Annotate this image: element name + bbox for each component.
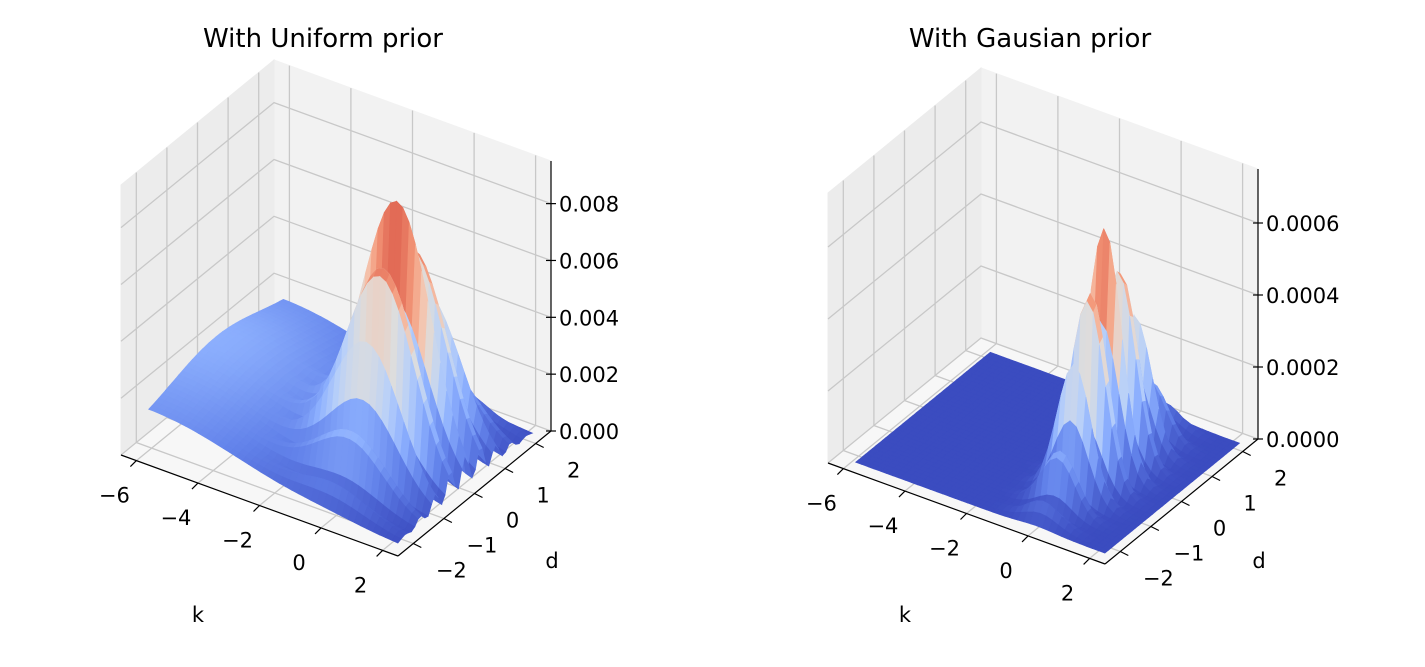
y-tick-mark [1211, 475, 1221, 482]
x-tick-label: −6 [99, 484, 130, 508]
x-tick-label: −4 [160, 506, 191, 530]
grid-line-z [120, 272, 552, 399]
x-tick-label: 0 [999, 559, 1012, 583]
grid-line-z [120, 215, 552, 342]
y-tick-label: 1 [536, 484, 549, 508]
z-tick-label: 0.0006 [1266, 212, 1339, 236]
z-tick-label: 0.004 [559, 306, 619, 330]
x-tick-mark [314, 527, 322, 535]
surface-face [1098, 547, 1109, 554]
surface-mesh [148, 200, 534, 544]
y-tick-mark [504, 467, 514, 474]
x-tick-label: 2 [354, 573, 367, 597]
x-tick-label: 2 [1061, 581, 1074, 605]
y-tick-label: −2 [436, 559, 467, 583]
grid-line-z [827, 193, 1259, 320]
y-tick-mark [443, 517, 453, 524]
surface-mesh [854, 228, 1241, 554]
y-tick-mark [1181, 500, 1190, 507]
x-tick-mark [253, 505, 260, 512]
chart-title: With Gausian prior [909, 24, 1152, 54]
x-tick-mark [376, 549, 384, 557]
z-tick-label: 0.006 [559, 249, 619, 273]
z-tick-label: 0.002 [559, 363, 619, 387]
y-tick-mark [474, 492, 483, 499]
grid-line-z [827, 265, 1259, 392]
x-tick-mark [836, 468, 844, 476]
x-tick-mark [898, 490, 906, 498]
x-tick-mark [960, 513, 967, 520]
z-tick-label: 0.000 [559, 420, 619, 444]
y-axis-label: d [545, 549, 558, 573]
z-tick-label: 0.008 [559, 193, 619, 217]
x-tick-label: −4 [867, 514, 898, 538]
x-axis-label: k [899, 603, 912, 627]
grid-line-z [120, 101, 552, 229]
y-tick-label: −1 [1173, 542, 1204, 566]
y-tick-mark [1242, 450, 1251, 457]
x-tick-mark [129, 460, 137, 468]
x-tick-label: −6 [806, 492, 837, 516]
x-tick-mark [1021, 535, 1029, 543]
x-tick-mark [191, 482, 199, 490]
x-axis-label: k [192, 603, 205, 627]
y-tick-label: 1 [1243, 492, 1256, 516]
y-tick-mark [413, 542, 422, 549]
chart-title: With Uniform prior [203, 24, 443, 54]
y-tick-label: 0 [506, 509, 519, 533]
y-tick-label: 0 [1213, 517, 1226, 541]
surface-plot-gaussian-prior: With Gausian prior −6−4−202−2−10120.0000… [806, 24, 1340, 627]
x-tick-mark [1083, 557, 1091, 565]
y-tick-label: −2 [1143, 567, 1174, 591]
surface-plot-uniform-prior: With Uniform prior −6−4−202−2−10120.0000… [99, 24, 619, 627]
y-tick-mark [1120, 550, 1129, 557]
grid-line-z [827, 121, 1259, 248]
x-tick-label: −2 [929, 537, 960, 561]
surface-face [391, 535, 402, 544]
y-tick-label: −1 [466, 534, 497, 558]
z-tick-label: 0.0002 [1266, 356, 1339, 380]
x-tick-label: 0 [292, 551, 305, 575]
y-tick-label: 2 [1274, 467, 1287, 491]
y-axis-label: d [1252, 549, 1265, 573]
y-tick-label: 2 [567, 459, 580, 483]
z-tick-label: 0.0004 [1266, 284, 1339, 308]
x-tick-label: −2 [222, 529, 253, 553]
z-tick-label: 0.0000 [1266, 428, 1339, 452]
grid-line-z [120, 158, 552, 286]
y-tick-mark [535, 442, 544, 449]
y-tick-mark [1150, 525, 1160, 532]
